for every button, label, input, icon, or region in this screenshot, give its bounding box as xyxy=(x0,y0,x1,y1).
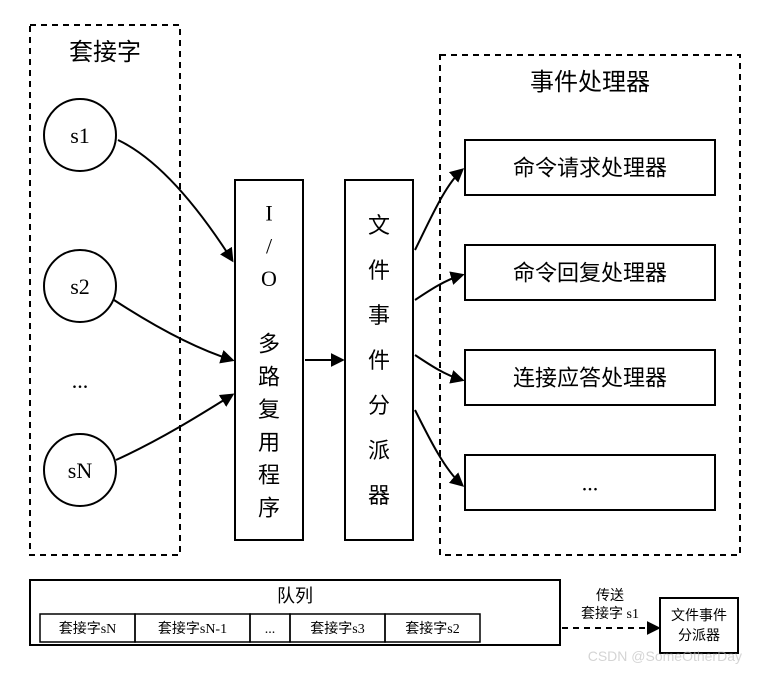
edge-sN-mux xyxy=(116,395,232,460)
transfer-target-label-2: 分派器 xyxy=(678,628,720,644)
multiplexer-char-7: 用 xyxy=(258,430,280,455)
multiplexer-char-2: O xyxy=(261,266,277,291)
dispatcher-char-6: 器 xyxy=(368,483,390,508)
sockets-group-box xyxy=(30,25,180,555)
transfer-label-bot: 套接字 s1 xyxy=(581,605,639,622)
dispatcher-char-3: 件 xyxy=(368,348,390,373)
watermark: CSDN @SomeOtherDay xyxy=(588,648,742,664)
multiplexer-char-4: 多 xyxy=(258,332,280,357)
socket-label-sN: sN xyxy=(68,458,93,483)
architecture-diagram: 套接字s1s2...sNI/O 多路复用程序文件事件分派器事件处理器命令请求处理… xyxy=(0,0,772,674)
dispatcher-char-5: 派 xyxy=(368,438,390,463)
multiplexer-char-6: 复 xyxy=(258,397,280,422)
transfer-target-label-1: 文件事件 xyxy=(671,608,727,624)
edge-disp-h1 xyxy=(415,170,462,250)
queue-title: 队列 xyxy=(277,586,313,606)
edge-s1-mux xyxy=(118,140,232,260)
handler-label-h4: ... xyxy=(582,471,599,496)
handler-label-h3: 连接应答处理器 xyxy=(513,366,667,391)
transfer-target-box xyxy=(660,598,738,653)
queue-cell-label-4: 套接字s2 xyxy=(405,620,459,637)
handlers-group-title: 事件处理器 xyxy=(530,69,650,96)
handler-label-h1: 命令请求处理器 xyxy=(513,156,667,181)
handler-label-h2: 命令回复处理器 xyxy=(513,261,667,286)
socket-label-s2: s2 xyxy=(70,274,90,299)
queue-cell-label-1: 套接字sN-1 xyxy=(158,620,227,637)
multiplexer-char-9: 序 xyxy=(258,495,280,520)
multiplexer-char-5: 路 xyxy=(258,364,280,389)
edge-disp-h2 xyxy=(415,275,462,300)
dispatcher-char-2: 事 xyxy=(368,303,390,328)
socket-label-s1: s1 xyxy=(70,123,90,148)
queue-cell-label-2: ... xyxy=(265,622,276,637)
queue-cell-label-0: 套接字sN xyxy=(59,620,117,637)
multiplexer-char-0: I xyxy=(265,201,272,226)
socket-label-dots: ... xyxy=(72,368,89,393)
edge-s2-mux xyxy=(114,300,232,360)
multiplexer-char-8: 程 xyxy=(258,463,280,488)
dispatcher-char-4: 分 xyxy=(368,393,390,418)
sockets-group-title: 套接字 xyxy=(69,39,141,66)
dispatcher-char-0: 文 xyxy=(368,213,390,238)
queue-cell-label-3: 套接字s3 xyxy=(310,620,364,637)
edge-disp-h3 xyxy=(415,355,462,380)
dispatcher-char-1: 件 xyxy=(368,258,390,283)
transfer-label-top: 传送 xyxy=(596,588,624,604)
multiplexer-char-1: / xyxy=(266,233,273,258)
edge-disp-h4 xyxy=(415,410,462,485)
